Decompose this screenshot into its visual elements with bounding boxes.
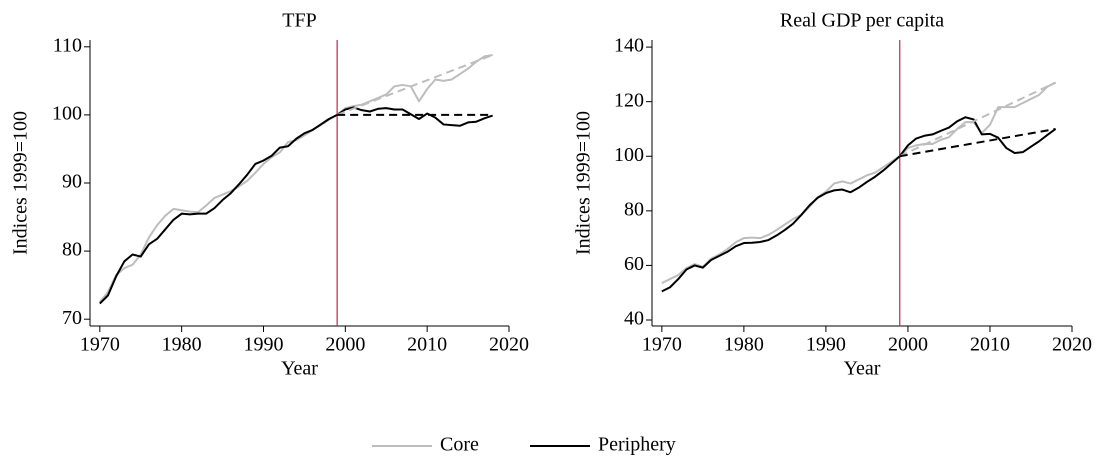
x-axis-label: Year: [281, 358, 318, 380]
x-tick-label: 2010: [970, 334, 1010, 356]
trend-line: [899, 81, 1057, 158]
x-tick-label: 1990: [243, 334, 283, 356]
y-tick-label: 100: [52, 102, 82, 124]
x-tick-label: 2000: [325, 334, 365, 356]
series-line: [661, 81, 1057, 285]
series-line: [99, 106, 493, 305]
x-tick-label: 2020: [1052, 334, 1092, 356]
series-line: [99, 53, 493, 303]
y-tick-label: 70: [62, 307, 82, 329]
trend-line: [336, 54, 493, 116]
y-axis-label: Indices 1999=100: [10, 111, 32, 255]
x-tick-label: 2010: [407, 334, 447, 356]
x-tick-label: 1980: [162, 334, 202, 356]
series-line: [661, 116, 1057, 293]
legend-label: Periphery: [598, 434, 676, 456]
y-axis-label: Indices 1999=100: [573, 111, 595, 255]
chart-title: TFP: [282, 10, 316, 32]
y-tick-label: 90: [62, 171, 82, 193]
y-tick-label: 110: [53, 34, 82, 56]
x-axis-label: Year: [844, 358, 881, 380]
y-tick-label: 80: [624, 198, 644, 220]
x-tick-label: 2020: [489, 334, 529, 356]
legend-label: Core: [440, 434, 479, 456]
y-tick-label: 40: [624, 308, 644, 330]
y-tick-label: 100: [614, 144, 644, 166]
x-tick-label: 1970: [642, 334, 682, 356]
chart-title: Real GDP per capita: [780, 10, 944, 32]
x-tick-label: 1970: [80, 334, 120, 356]
y-tick-label: 60: [624, 253, 644, 275]
trend-line: [899, 127, 1056, 158]
y-tick-label: 120: [614, 89, 644, 111]
x-tick-label: 2000: [888, 334, 928, 356]
x-tick-label: 1990: [806, 334, 846, 356]
y-tick-label: 80: [62, 239, 82, 261]
y-tick-label: 140: [614, 35, 644, 57]
x-tick-label: 1980: [724, 334, 764, 356]
